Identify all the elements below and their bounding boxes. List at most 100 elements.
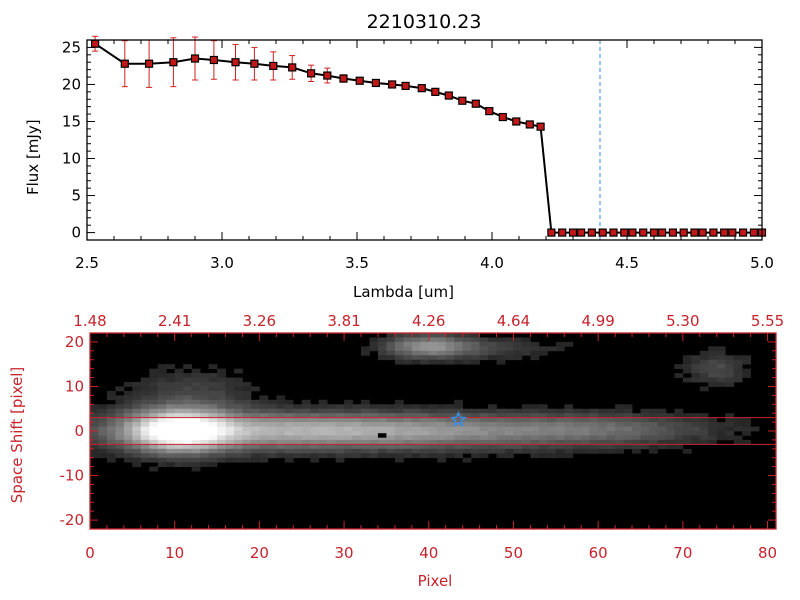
heatmap-cell [284,439,294,445]
heatmap-cell [267,439,277,445]
heatmap-cell [157,417,167,423]
heatmap-cell [386,439,396,445]
heatmap-cell [555,341,565,347]
heatmap-cell [327,439,337,445]
top-y-tick-label: 10 [62,150,81,168]
data-point-marker [512,117,521,126]
heatmap-cell [564,448,574,454]
heatmap-cell [538,413,548,419]
heatmap-cell [403,333,413,338]
heatmap-cell [217,444,226,450]
heatmap-cell [115,395,125,401]
heatmap-cell [657,422,667,427]
heatmap-cell [437,333,447,338]
heatmap-cell [488,413,497,419]
heatmap-cell [157,439,167,445]
heatmap-cell [606,408,616,414]
heatmap-cell [233,431,243,436]
heatmap-cell [344,404,353,410]
heatmap-cell [488,346,497,352]
heatmap-cell [403,417,413,423]
heatmap-cell [149,444,159,450]
heatmap-cell [699,413,709,419]
heatmap-cell [183,382,193,387]
heatmap-cell [674,413,684,419]
heatmap-cell [394,457,404,463]
heatmap-cell [488,435,497,441]
heatmap-cell [157,368,167,374]
heatmap-cell [420,422,430,427]
top-y-axis-label: Flux [mJy] [24,119,42,195]
heatmap-cell [90,435,99,441]
heatmap-cell [547,448,557,454]
bottom-y-tick-label: 10 [65,377,84,395]
heatmap-cell [183,390,193,396]
heatmap-cell [267,431,277,436]
heatmap-cell [589,444,599,450]
heatmap-cell [183,457,193,463]
heatmap-cell [233,439,243,445]
heatmap-cell [377,355,387,361]
heatmap-cell [699,373,709,378]
heatmap-cell [691,435,701,441]
heatmap-cell [225,435,235,441]
heatmap-cell [462,355,472,361]
heatmap-cell [183,431,193,436]
heatmap-cell [327,435,337,441]
heatmap-cell [191,444,201,450]
heatmap-cell [479,413,489,419]
heatmap-cell [640,431,650,436]
heatmap-cell [149,404,159,410]
heatmap-cell [733,435,743,441]
heatmap-cell [598,413,608,419]
heatmap-cell [708,422,718,427]
heatmap-cell [640,417,650,423]
heatmap-cell [420,408,430,414]
heatmap-cell [344,431,353,436]
heatmap-cell [115,417,125,423]
heatmap-cell [496,453,506,459]
heatmap-cell [157,390,167,396]
heatmap-cell [733,422,743,427]
heatmap-cell [674,373,684,378]
heatmap-cell [301,404,311,410]
heatmap-cell [496,422,506,427]
heatmap-cell [191,426,201,432]
heatmap-cell [157,399,167,405]
heatmap-cell [462,359,472,365]
data-point-marker [609,228,618,237]
heatmap-cell [674,422,684,427]
heatmap-cell [496,359,506,365]
heatmap-cell [547,408,557,414]
heatmap-cell [183,417,193,423]
top-y-tick-label: 15 [62,112,81,130]
heatmap-cell [106,413,116,419]
heatmap-cell [267,417,277,423]
heatmap-cell [513,350,523,356]
heatmap-cell [733,417,743,423]
heatmap-cell [183,422,193,427]
heatmap-cell [250,453,260,459]
heatmap-cell [445,422,455,427]
heatmap-cell [521,444,531,450]
heatmap-cell [454,439,464,445]
heatmap-cell [344,413,353,419]
heatmap-cell [284,417,294,423]
heatmap-cell [547,422,557,427]
heatmap-cell [183,426,193,432]
heatmap-cell [106,395,116,401]
heatmap-cell [301,435,311,441]
bottom-y-tick-label: 0 [74,422,84,440]
heatmap-cell [623,435,633,441]
heatmap-cell [555,413,565,419]
heatmap-cell [369,439,379,445]
heatmap-cell [403,337,413,343]
heatmap-cell [471,439,480,445]
heatmap-cell [572,444,582,450]
heatmap-cell [208,439,218,445]
heatmap-cell [233,417,243,423]
heatmap-cell [564,341,574,347]
heatmap-cell [572,426,582,432]
bottom-x-tick-label: 0 [85,544,95,562]
heatmap-cell [174,444,184,450]
